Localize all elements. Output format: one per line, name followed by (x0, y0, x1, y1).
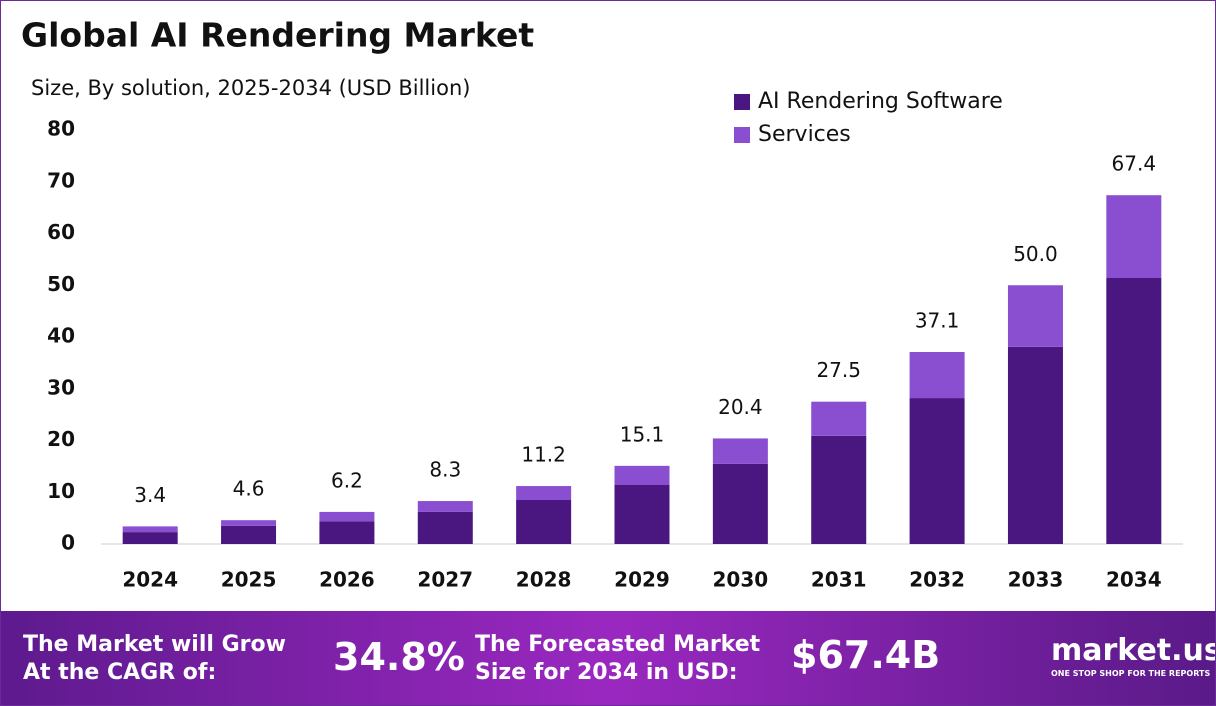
bar-segment (712, 463, 768, 544)
y-tick-label: 50 (47, 272, 75, 296)
bar-segment (417, 511, 473, 544)
bar-segment (221, 520, 277, 526)
chart-subtitle: Size, By solution, 2025-2034 (USD Billio… (31, 76, 470, 100)
total-label: 3.4 (134, 483, 166, 507)
total-label: 50.0 (1013, 242, 1058, 266)
legend-label: Services (758, 122, 851, 147)
bar-segment (1007, 346, 1063, 544)
bar-segment (221, 525, 277, 544)
bar-segment (1007, 285, 1063, 347)
bar-segment (909, 398, 965, 544)
y-tick-label: 80 (47, 117, 75, 141)
bar-segment (122, 532, 178, 544)
x-tick-label: 2030 (713, 568, 769, 592)
x-tick-label: 2031 (811, 568, 867, 592)
bar-segment (122, 526, 178, 533)
x-tick-label: 2032 (909, 568, 965, 592)
x-tick-label: 2034 (1106, 568, 1162, 592)
x-tick-label: 2025 (221, 568, 277, 592)
forecast-value: $67.4B (791, 633, 941, 677)
total-label: 6.2 (331, 468, 363, 492)
chart-title: Global AI Rendering Market (21, 16, 534, 55)
x-tick-label: 2027 (417, 568, 473, 592)
bar-segment (909, 352, 965, 399)
x-tick-label: 2028 (516, 568, 572, 592)
total-label: 4.6 (233, 477, 265, 501)
footer-banner: The Market will Grow At the CAGR of: 34.… (1, 611, 1215, 705)
total-label: 67.4 (1112, 152, 1157, 176)
bar-segment (811, 401, 867, 436)
y-tick-label: 40 (47, 324, 75, 348)
y-tick-label: 0 (61, 531, 75, 555)
bar-segment (319, 521, 375, 544)
x-tick-label: 2026 (319, 568, 375, 592)
forecast-text: The Forecasted Market Size for 2034 in U… (475, 632, 761, 685)
bar-segment (614, 465, 670, 486)
legend-swatch (734, 127, 750, 143)
x-tick-label: 2033 (1008, 568, 1064, 592)
total-label: 20.4 (718, 395, 763, 419)
total-label: 11.2 (521, 443, 566, 467)
bar-segment (319, 511, 375, 522)
bar-segment (712, 438, 768, 464)
y-tick-label: 10 (47, 479, 75, 503)
cagr-text: The Market will Grow At the CAGR of: (23, 632, 286, 685)
total-label: 37.1 (915, 309, 960, 333)
logo: market.us (1051, 633, 1216, 668)
cagr-value: 34.8% (333, 635, 465, 679)
legend-swatch (734, 94, 750, 110)
x-tick-label: 2024 (122, 568, 178, 592)
bar-segment (811, 435, 867, 544)
y-tick-label: 20 (47, 427, 75, 451)
y-tick-label: 70 (47, 168, 75, 192)
bar-segment (1106, 278, 1162, 544)
logo-tagline: ONE STOP SHOP FOR THE REPORTS (1051, 669, 1211, 678)
bar-segment (614, 485, 670, 544)
total-label: 27.5 (816, 358, 861, 382)
x-tick-label: 2029 (614, 568, 670, 592)
total-label: 8.3 (429, 458, 461, 482)
bar-segment (516, 500, 572, 544)
bar-segment (1106, 195, 1162, 279)
chart: Global AI Rendering Market Size, By solu… (21, 16, 1183, 592)
legend-label: AI Rendering Software (758, 89, 1003, 114)
y-tick-label: 30 (47, 375, 75, 399)
total-label: 15.1 (620, 422, 665, 446)
bar-segment (516, 486, 572, 501)
bar-segment (417, 501, 473, 512)
y-tick-label: 60 (47, 220, 75, 244)
